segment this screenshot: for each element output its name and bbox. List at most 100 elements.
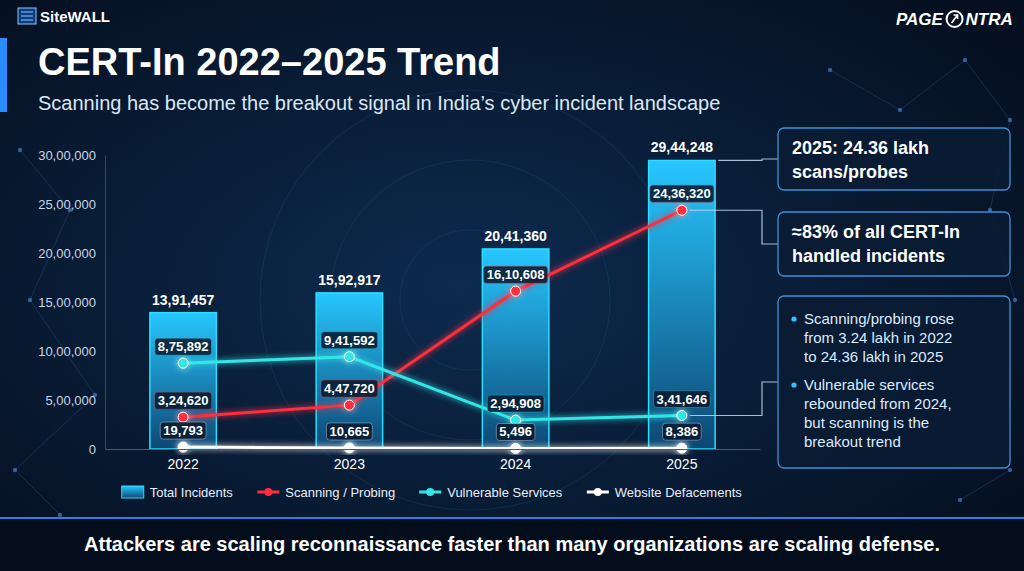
data-label-group: 3,41,646: [654, 391, 711, 408]
network-node: [1013, 298, 1017, 302]
y-tick: 20,00,000: [38, 246, 105, 261]
x-axis-line: [106, 449, 761, 450]
footer-rule: [0, 517, 1024, 519]
accent-bar: [0, 38, 7, 112]
logo-right: PAGENTRA: [896, 10, 1013, 29]
data-label-group: 20,41,360: [484, 228, 546, 244]
data-label-group: 9,41,592: [321, 332, 378, 349]
background: [0, 0, 1024, 571]
footer-band: [0, 518, 1024, 571]
legend-label: Vulnerable Services: [447, 485, 563, 500]
annotation-text: Vulnerable services: [804, 376, 934, 393]
x-tick-label: 2024: [500, 456, 531, 472]
data-label: 3,41,646: [657, 392, 708, 407]
logo-left: SiteWALL: [18, 8, 110, 25]
label-patch: [155, 338, 212, 355]
connector: [690, 210, 778, 244]
data-label-group: 4,47,720: [321, 380, 378, 397]
marker: [511, 286, 521, 296]
logo-icon-line: [21, 16, 33, 17]
data-label-group: 3,24,620: [155, 392, 212, 409]
data-label: 20,41,360: [484, 228, 546, 244]
data-label-group: 5,496: [496, 423, 535, 440]
annotation-text: scans/probes: [792, 162, 908, 182]
network-node: [13, 468, 17, 472]
network-line: [830, 70, 900, 110]
y-tick-label: 5,00,000: [45, 393, 96, 408]
y-tick: 5,00,000: [45, 393, 105, 408]
label-patch: [663, 423, 702, 440]
legend-marker: [426, 488, 434, 496]
data-label-group: 24,36,320: [650, 185, 714, 202]
annotation-text: 2025: 24.36 lakh: [792, 138, 929, 158]
legend-label: Scanning / Probing: [285, 485, 395, 500]
annotation-text: rebounded from 2024,: [804, 395, 952, 412]
label-patch: [321, 332, 378, 349]
y-tick-label: 20,00,000: [38, 246, 96, 261]
data-label: 24,36,320: [653, 186, 711, 201]
annotation-text: ≈83% of all CERT-In: [792, 222, 960, 242]
data-label: 19,793: [163, 423, 203, 438]
legend-swatch: [122, 486, 144, 498]
bar: [150, 313, 216, 449]
annotation-box: [778, 128, 1010, 190]
network-line: [960, 470, 1010, 500]
data-label: 4,47,720: [324, 381, 375, 396]
y-tick-label: 0: [89, 442, 96, 457]
legend-label: Website Defacements: [615, 485, 742, 500]
y-tick: 25,00,000: [38, 197, 105, 212]
marker: [344, 443, 354, 453]
label-patch: [484, 266, 548, 283]
annotation-text: but scanning is the: [804, 414, 929, 431]
data-label: 10,665: [329, 424, 369, 439]
logo-text: NTRA: [966, 10, 1013, 29]
bar: [649, 160, 715, 449]
marker: [511, 443, 521, 453]
chart-root: SiteWALLPAGENTRACERT-In 2022–2025 TrendS…: [0, 0, 1024, 571]
network-node: [898, 108, 902, 112]
connector: [690, 382, 778, 416]
network-line: [30, 300, 95, 395]
bullet: [791, 382, 796, 387]
label-patch: [496, 423, 535, 440]
data-label: 8,75,892: [158, 339, 209, 354]
network-node: [28, 298, 32, 302]
logo-icon: [18, 8, 36, 24]
data-label: 5,496: [499, 424, 532, 439]
logo-text: SiteWALL: [40, 8, 110, 25]
network-node: [1008, 468, 1012, 472]
data-label-group: 10,665: [326, 423, 372, 440]
network-node: [958, 498, 962, 502]
y-tick: 0: [89, 442, 105, 457]
marker: [344, 400, 354, 410]
marker: [344, 352, 354, 362]
label-patch: [650, 185, 714, 202]
x-tick-label: 2023: [334, 456, 365, 472]
line: [183, 210, 682, 417]
logo-icon-line: [21, 20, 33, 21]
network-node: [1008, 118, 1012, 122]
connector: [718, 159, 778, 160]
marker: [677, 205, 687, 215]
data-label: 15,92,917: [318, 272, 380, 288]
x-tick: 2023: [334, 449, 365, 472]
label-patch: [321, 380, 378, 397]
x-tick-label: 2022: [168, 456, 199, 472]
logo-icon: [952, 15, 958, 23]
data-label: 3,24,620: [158, 393, 209, 408]
data-label-group: 19,793: [160, 422, 206, 439]
data-label-group: 2,94,908: [487, 395, 544, 412]
data-label-group: 8,386: [663, 423, 702, 440]
marker: [178, 442, 188, 452]
network-node: [963, 58, 967, 62]
legend-marker: [264, 488, 272, 496]
annotations: 2025: 24.36 lakh scans/probes ≈83% of all …: [690, 128, 1010, 468]
line: [183, 447, 682, 448]
y-tick: 30,00,000: [38, 148, 105, 163]
annotation-box: [778, 212, 1010, 276]
data-label: 9,41,592: [324, 333, 375, 348]
line: [183, 357, 682, 420]
logo-icon-line: [21, 12, 33, 13]
y-tick-label: 25,00,000: [38, 197, 96, 212]
label-patch: [155, 392, 212, 409]
